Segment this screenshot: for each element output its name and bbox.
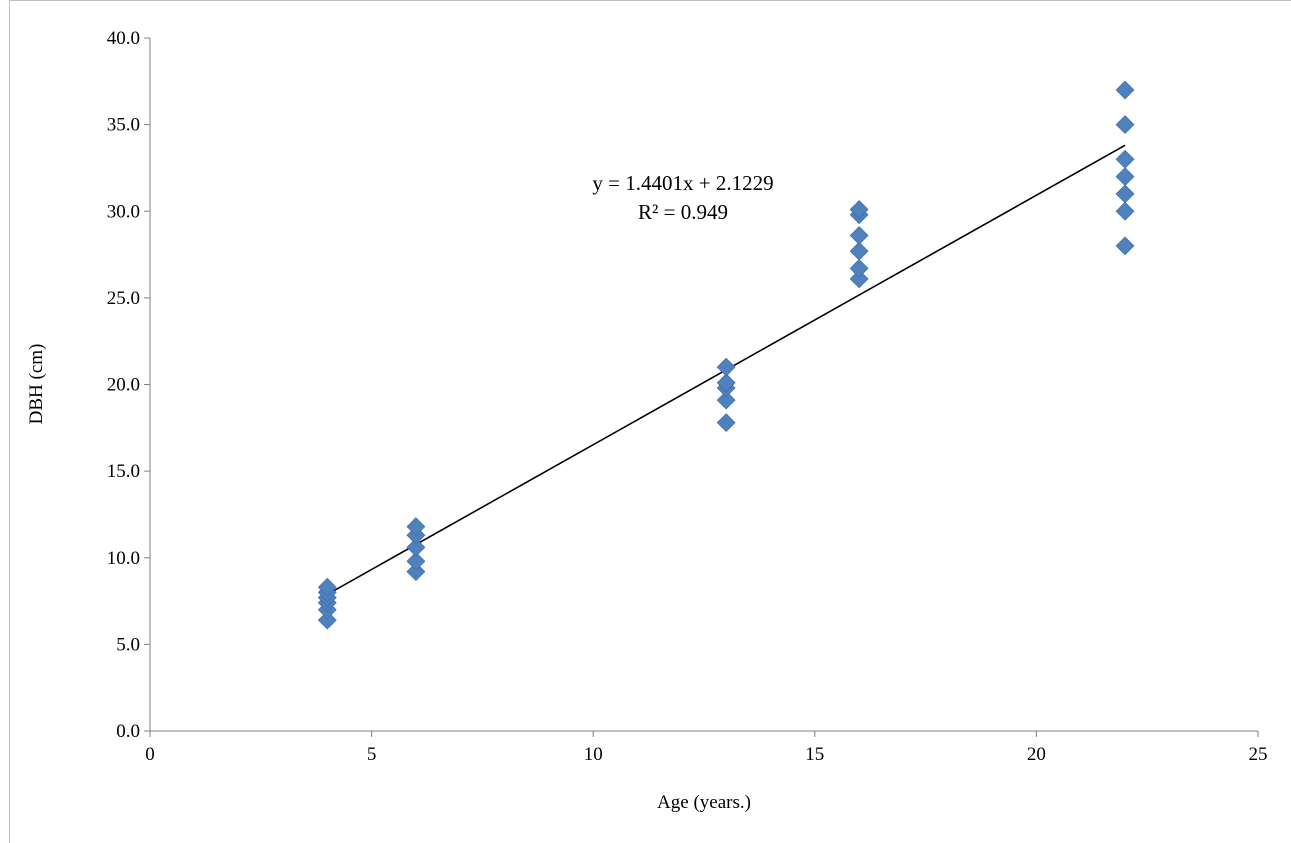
data-point — [1115, 80, 1135, 100]
y-tick-label: 5.0 — [116, 634, 140, 655]
x-tick-label: 0 — [145, 744, 155, 765]
y-tick-label: 25.0 — [107, 288, 140, 309]
trendline-r2-label: R² = 0.949 — [638, 200, 728, 224]
data-point — [849, 226, 869, 245]
y-tick-label: 10.0 — [107, 548, 140, 569]
y-axis-title: DBH (cm) — [26, 344, 47, 425]
data-point — [1115, 236, 1135, 256]
data-point — [406, 517, 426, 536]
x-tick-label: 20 — [1027, 744, 1046, 765]
data-point — [317, 577, 337, 597]
y-tick-label: 20.0 — [107, 375, 140, 396]
x-axis-title: Age (years.) — [657, 792, 751, 813]
data-point — [1115, 115, 1135, 135]
axes — [149, 38, 1258, 732]
chart-frame — [9, 0, 1291, 843]
y-tick-label: 35.0 — [107, 115, 140, 136]
y-ticks: 0.0 5.0 10.0 15.0 20.0 25.0 30.0 35.0 40.0 — [107, 28, 150, 742]
data-point — [716, 413, 736, 433]
y-tick-label: 30.0 — [107, 201, 140, 222]
x-tick-label: 25 — [1249, 744, 1268, 765]
data-point — [849, 241, 869, 261]
y-tick-label: 15.0 — [107, 461, 140, 482]
data-point — [716, 357, 736, 377]
x-tick-label: 15 — [805, 744, 824, 765]
data-point — [849, 200, 869, 219]
data-point — [317, 610, 337, 630]
data-point — [716, 390, 736, 410]
data-point — [406, 537, 426, 557]
y-tick-label: 0.0 — [116, 721, 140, 742]
data-points — [317, 80, 1135, 630]
data-point — [849, 258, 869, 278]
data-point — [1115, 149, 1135, 169]
data-point — [1115, 167, 1135, 187]
data-point — [1115, 184, 1135, 204]
x-tick-label: 5 — [367, 744, 377, 765]
x-tick-label: 10 — [584, 744, 603, 765]
data-point — [406, 551, 426, 571]
x-ticks: 0 5 10 15 20 25 — [145, 731, 1268, 765]
data-point — [1115, 201, 1135, 221]
trendline-equation-label: y = 1.4401x + 2.1229 — [592, 171, 773, 195]
data-point — [406, 562, 426, 582]
y-tick-label: 40.0 — [107, 28, 140, 49]
data-point — [849, 269, 869, 289]
data-point — [716, 373, 736, 393]
